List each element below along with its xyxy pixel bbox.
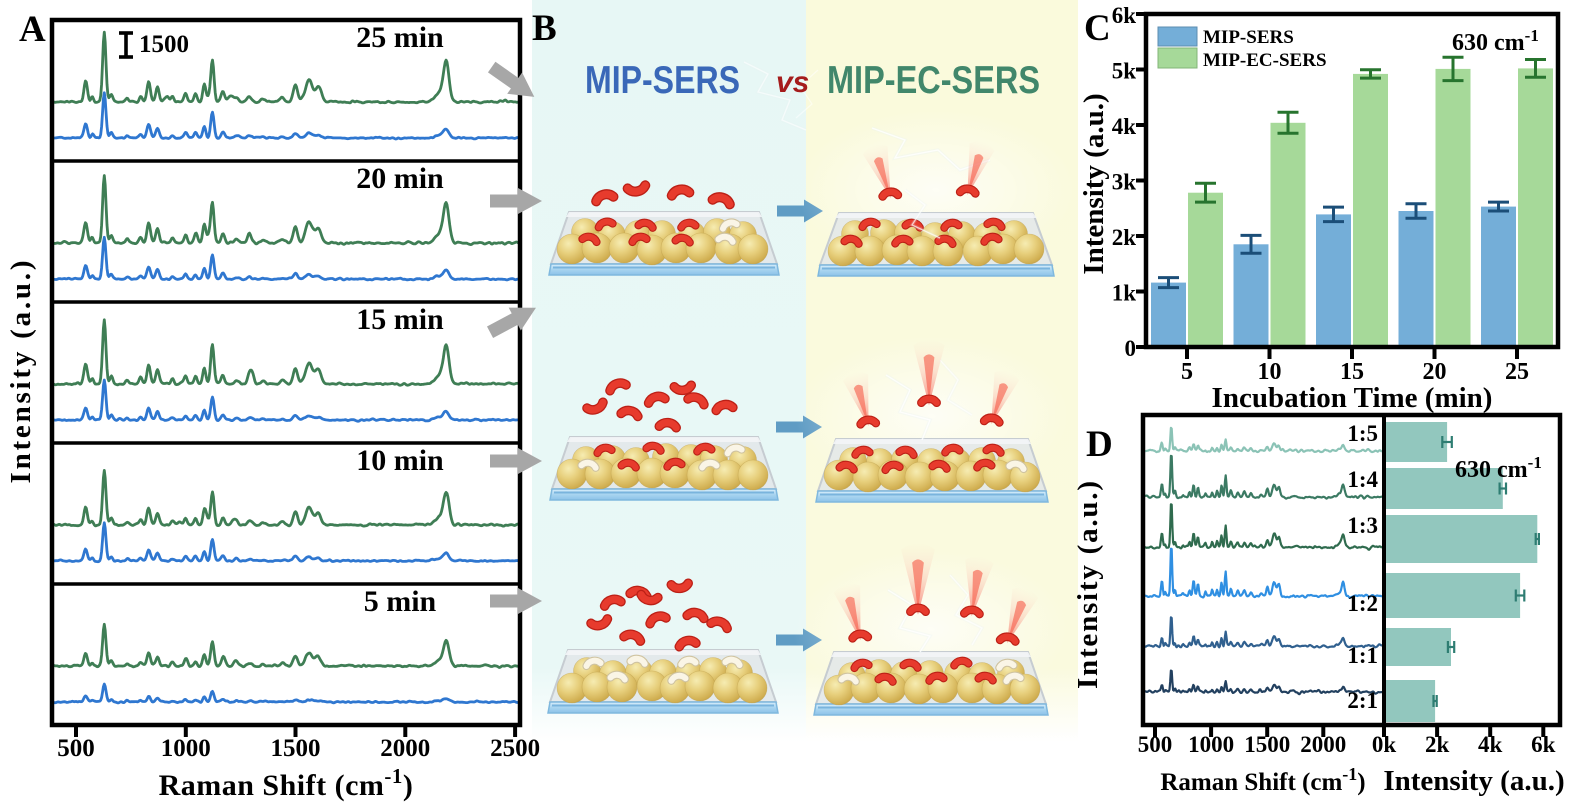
svg-text:D: D	[1086, 424, 1113, 465]
svg-text:20 min: 20 min	[356, 162, 444, 195]
svg-text:vs: vs	[776, 66, 809, 99]
svg-text:Raman Shift (cm-1): Raman Shift (cm-1)	[1160, 764, 1365, 796]
svg-text:B: B	[532, 8, 557, 49]
svg-text:500: 500	[1138, 732, 1173, 757]
svg-text:MIP-EC-SERS: MIP-EC-SERS	[1203, 50, 1327, 71]
svg-text:2500: 2500	[490, 735, 540, 762]
svg-text:4k: 4k	[1112, 114, 1137, 139]
svg-text:1k: 1k	[1112, 281, 1137, 306]
svg-text:10: 10	[1258, 359, 1282, 385]
svg-text:15: 15	[1340, 359, 1364, 385]
svg-text:4k: 4k	[1478, 732, 1503, 757]
svg-text:2:1: 2:1	[1347, 688, 1378, 713]
svg-text:A: A	[19, 9, 46, 50]
svg-text:2k: 2k	[1112, 225, 1137, 250]
svg-text:0: 0	[1125, 336, 1137, 361]
svg-text:630 cm-1: 630 cm-1	[1452, 26, 1539, 56]
svg-text:6k: 6k	[1112, 3, 1137, 28]
svg-text:5k: 5k	[1112, 59, 1137, 84]
svg-text:6k: 6k	[1531, 732, 1556, 757]
svg-text:Intensity (a.u.): Intensity (a.u.)	[5, 261, 37, 484]
svg-text:C: C	[1084, 8, 1111, 49]
svg-text:500: 500	[57, 735, 95, 762]
svg-text:MIP-EC-SERS: MIP-EC-SERS	[827, 59, 1040, 102]
svg-text:5 min: 5 min	[364, 585, 437, 618]
svg-text:3k: 3k	[1112, 170, 1137, 195]
svg-text:0k: 0k	[1372, 732, 1397, 757]
svg-text:2k: 2k	[1425, 732, 1450, 757]
svg-text:2000: 2000	[1300, 732, 1346, 757]
svg-text:1500: 1500	[271, 735, 321, 762]
svg-text:Intensity (a.u.): Intensity (a.u.)	[1078, 93, 1110, 274]
svg-text:1:4: 1:4	[1347, 467, 1378, 492]
svg-text:1:2: 1:2	[1347, 591, 1378, 616]
svg-text:1500: 1500	[139, 31, 189, 58]
svg-text:2000: 2000	[380, 735, 430, 762]
svg-text:1000: 1000	[1188, 732, 1234, 757]
svg-text:630 cm-1: 630 cm-1	[1455, 453, 1542, 483]
svg-text:1:3: 1:3	[1347, 513, 1378, 538]
svg-text:15 min: 15 min	[356, 303, 444, 336]
svg-text:1:5: 1:5	[1347, 421, 1378, 446]
svg-text:5: 5	[1181, 359, 1193, 385]
svg-text:20: 20	[1423, 359, 1447, 385]
svg-text:1500: 1500	[1244, 732, 1290, 757]
svg-text:Raman Shift (cm-1): Raman Shift (cm-1)	[159, 764, 414, 802]
svg-text:1000: 1000	[161, 735, 211, 762]
svg-text:25 min: 25 min	[356, 21, 444, 54]
svg-text:1:1: 1:1	[1347, 643, 1378, 668]
svg-text:Incubation Time (min): Incubation Time (min)	[1212, 382, 1493, 414]
svg-text:10 min: 10 min	[356, 444, 444, 477]
svg-text:MIP-SERS: MIP-SERS	[1203, 27, 1294, 48]
svg-text:Intensity (a.u.): Intensity (a.u.)	[1072, 481, 1104, 689]
svg-text:25: 25	[1505, 359, 1529, 385]
svg-text:Intensity (a.u.): Intensity (a.u.)	[1383, 765, 1564, 797]
svg-text:MIP-SERS: MIP-SERS	[585, 59, 740, 102]
